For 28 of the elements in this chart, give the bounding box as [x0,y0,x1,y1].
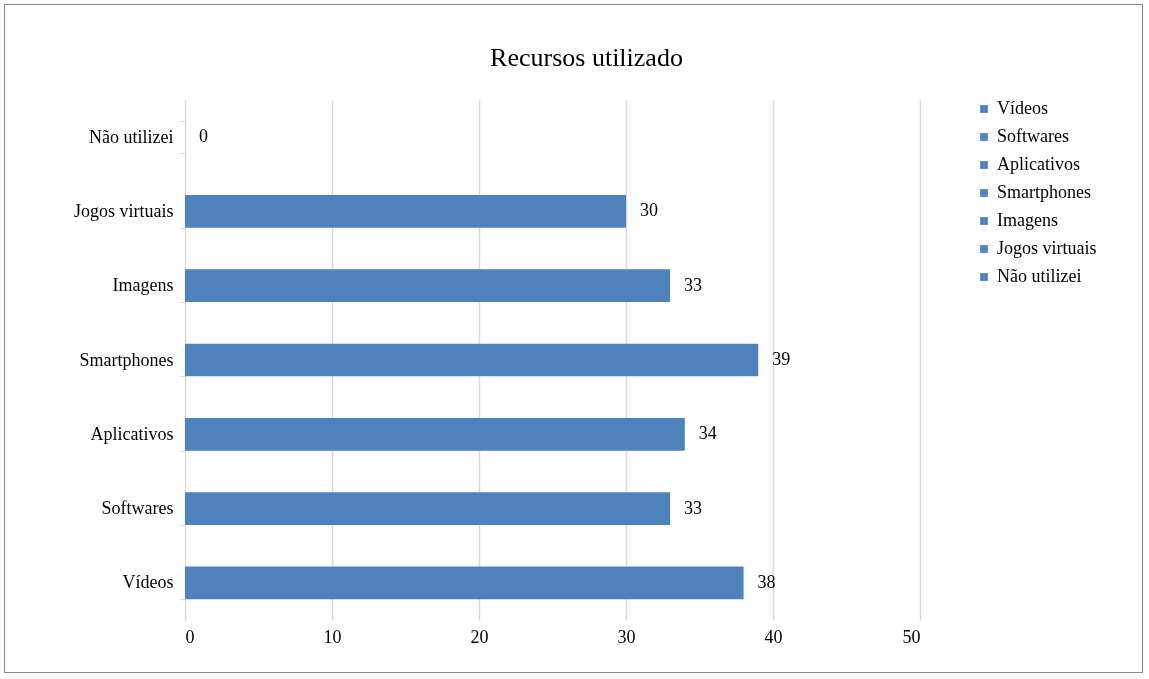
y-tick-label: Imagens [112,275,174,296]
data-label: 30 [640,200,658,221]
chart-title: Recursos utilizado [490,43,683,72]
legend-label: Softwares [997,126,1069,146]
data-label: 34 [698,423,717,444]
y-tick-label: Softwares [101,498,174,519]
x-tick-label: 0 [185,626,195,647]
x-tick-label: 10 [323,626,342,647]
x-tick-label: 50 [902,626,921,647]
x-tick-label: 40 [764,626,783,647]
data-label: 38 [757,571,776,592]
y-tick-label: Smartphones [79,349,174,370]
y-tick-label: Jogos virtuais [73,200,174,221]
x-tick-label: 20 [470,626,489,647]
y-tick-label: Aplicativos [90,423,174,444]
y-tick-label: Vídeos [122,572,174,593]
legend-label: Vídeos [997,98,1048,118]
legend-label: Imagens [997,210,1058,230]
data-label: 39 [772,349,791,369]
y-tick-label: Não utilizei [89,126,174,147]
legend-label: Smartphones [997,182,1091,202]
data-label: 33 [684,497,703,518]
legend-label: Aplicativos [997,154,1080,174]
legend-label: Jogos virtuais [997,238,1097,258]
data-label: 0 [199,126,208,147]
legend-label: Não utilizei [997,266,1082,286]
data-label: 33 [684,274,703,295]
x-tick-label: 30 [617,626,636,647]
